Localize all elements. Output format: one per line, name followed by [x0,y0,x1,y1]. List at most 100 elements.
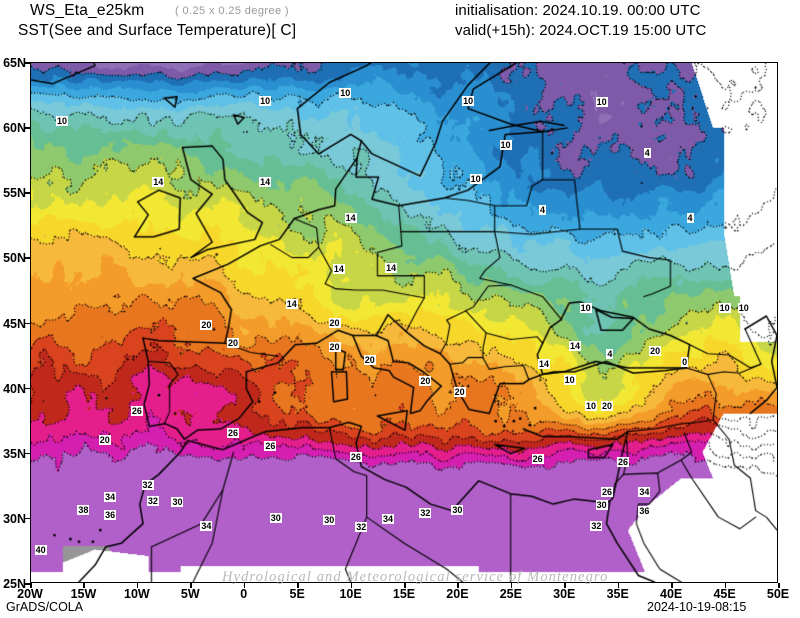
contour-label-10: 10 [718,303,731,314]
y-tick-mark [25,62,30,64]
generation-timestamp-label: 2024-10-19-08:15 [647,600,747,614]
contour-label-32: 32 [141,480,154,491]
contour-label-36: 36 [104,510,117,521]
x-tick-mark [350,583,353,588]
contour-label-34: 34 [104,492,117,503]
contour-label-38: 38 [77,505,90,516]
map-canvas [31,63,777,582]
x-tick-5W: 5W [180,587,200,601]
contour-label-20: 20 [453,386,466,397]
contour-label-10: 10 [563,374,576,385]
contour-label-30: 30 [269,512,282,523]
y-tick-mark [25,192,30,194]
x-tick-mark [243,583,246,588]
x-tick-mark [564,583,566,588]
contour-label-14: 14 [259,176,272,187]
contour-label-20: 20 [98,434,111,445]
x-tick-mark [671,583,673,588]
y-tick-30N: 30N [3,511,26,526]
contour-label-14: 14 [332,264,345,275]
contour-label-10: 10 [339,88,352,99]
contour-label-36: 36 [638,506,651,517]
y-tick-mark [25,127,30,129]
contour-label-20: 20 [227,338,240,349]
x-tick-25E: 25E [499,587,522,601]
contour-label-32: 32 [355,521,368,532]
x-tick-20W: 20W [17,587,43,601]
contour-label-10: 10 [259,96,272,107]
contour-label-26: 26 [227,428,240,439]
x-tick-mark [404,583,406,588]
x-tick-45E: 45E [713,587,736,601]
contour-label-10: 10 [499,140,512,151]
x-tick-mark [510,583,513,588]
contour-label-34: 34 [638,486,651,497]
contour-label-0: 0 [681,356,689,367]
x-tick-mark [617,583,620,588]
contour-label-14: 14 [537,359,550,370]
x-tick-mark [190,583,192,588]
x-tick-mark [724,583,727,588]
contour-label-4: 4 [686,213,694,224]
contour-label-26: 26 [349,451,362,462]
x-tick-15E: 15E [392,587,416,601]
contour-label-10: 10 [462,96,475,107]
y-tick-65N: 65N [3,56,26,70]
x-tick-30E: 30E [553,587,576,601]
contour-label-20: 20 [363,355,376,366]
contour-label-26: 26 [531,454,544,465]
contour-label-14: 14 [152,176,165,187]
contour-label-10: 10 [469,174,482,185]
x-tick-mark [30,583,32,588]
x-tick-40E: 40E [660,587,683,601]
contour-label-20: 20 [328,317,341,328]
y-tick-25N: 25N [3,577,26,591]
model-name-label: WS_Eta_e25km [30,2,145,19]
y-tick-35N: 35N [3,446,26,461]
x-tick-5E: 5E [289,587,305,601]
y-tick-50N: 50N [3,251,26,266]
contour-label-26: 26 [130,406,143,417]
sst-contour-map[interactable] [30,62,778,583]
contour-label-4: 4 [606,348,614,359]
x-tick-15W: 15W [70,587,97,601]
x-tick-50E: 50E [766,587,790,601]
y-tick-60N: 60N [3,121,26,136]
contour-label-26: 26 [601,486,614,497]
contour-label-32: 32 [419,507,432,518]
y-tick-45N: 45N [3,316,26,331]
y-tick-40N: 40N [3,381,26,396]
producer-label: GrADS/COLA [6,600,84,614]
contour-label-14: 14 [285,299,298,310]
contour-label-4: 4 [539,205,547,216]
contour-label-30: 30 [171,497,184,508]
contour-label-34: 34 [200,520,213,531]
contour-label-10: 10 [737,303,750,314]
valid-time-label: valid(+15h): 2024.OCT.19 15:00 UTC [455,22,707,39]
contour-label-14: 14 [568,340,581,351]
x-tick-10E: 10E [339,587,362,601]
contour-label-26: 26 [264,441,277,452]
x-tick-35E: 35E [606,587,629,601]
x-tick-0: 0 [240,587,248,601]
contour-label-10: 10 [56,115,69,126]
contour-label-10: 10 [595,97,608,108]
contour-label-32: 32 [146,495,159,506]
contour-label-20: 20 [601,400,614,411]
y-tick-mark [25,387,30,390]
x-tick-mark [457,583,459,588]
x-tick-mark [136,583,139,588]
x-tick-mark [297,583,299,588]
contour-label-14: 14 [344,213,357,224]
contour-label-10: 10 [585,400,598,411]
y-tick-mark [25,452,30,455]
contour-label-30: 30 [323,515,336,526]
x-tick-20E: 20E [446,587,469,601]
y-tick-mark [25,583,30,585]
contour-label-32: 32 [590,520,603,531]
y-tick-55N: 55N [3,186,26,201]
x-tick-mark [83,583,85,588]
model-resolution-label: ( 0.25 x 0.25 degree ) [175,5,289,17]
x-tick-mark [778,583,780,588]
